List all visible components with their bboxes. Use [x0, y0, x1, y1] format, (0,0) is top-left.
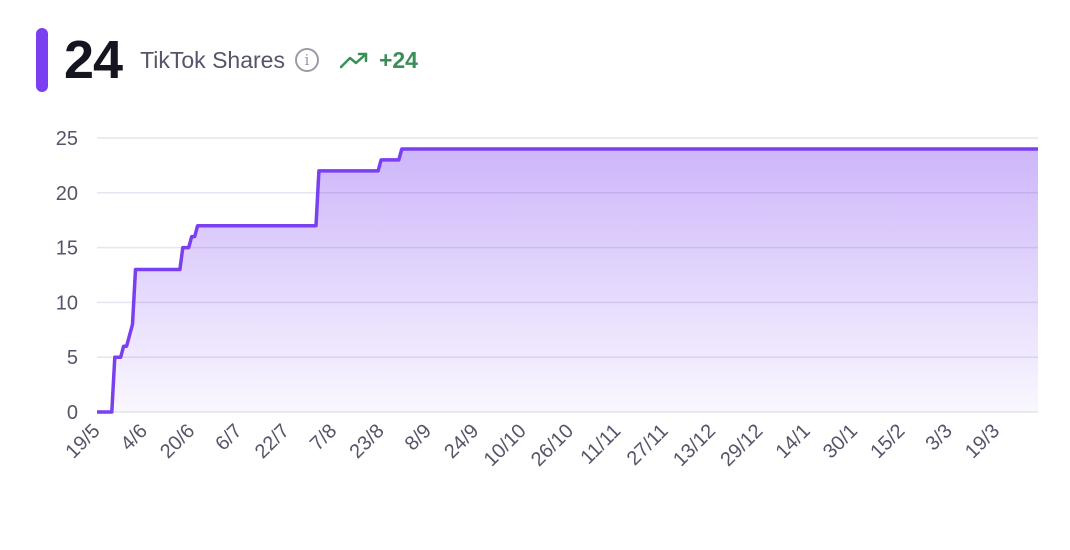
series-area [97, 149, 1038, 412]
metric-value: 24 [64, 30, 123, 90]
x-tick-label: 3/3 [922, 420, 957, 455]
x-tick-label: 11/11 [576, 420, 625, 469]
info-icon[interactable]: i [294, 48, 319, 72]
x-tick-label: 6/7 [211, 420, 246, 455]
y-tick-label: 5 [67, 347, 78, 369]
x-tick-label: 4/6 [117, 420, 152, 455]
trend-change: +24 [339, 47, 418, 74]
y-axis: 0 5 10 15 20 25 [56, 128, 78, 424]
x-tick-label: 14/1 [772, 420, 815, 463]
x-tick-label: 20/6 [156, 420, 199, 463]
trend-value: +24 [378, 46, 418, 73]
x-tick-label: 23/8 [346, 420, 389, 463]
trend-up-icon [339, 52, 368, 69]
x-tick-label: 22/7 [251, 420, 294, 463]
x-axis: 19/5 4/6 20/6 6/7 22/7 7/8 23/8 8/9 24/910/1026/… [61, 420, 1004, 471]
y-tick-label: 0 [67, 402, 78, 424]
x-tick-label: 13/12 [669, 420, 720, 471]
series-line [97, 147, 1038, 414]
metric-label: TikTok Shares [140, 46, 285, 73]
x-tick-label: 26/10 [527, 420, 578, 471]
x-tick-label: 24/9 [440, 420, 483, 463]
x-tick-label: 10/10 [480, 420, 531, 471]
y-tick-label: 20 [56, 183, 78, 205]
x-tick-label: 29/12 [716, 420, 767, 471]
x-tick-label: 19/3 [961, 420, 1004, 463]
y-tick-label: 10 [56, 292, 78, 314]
x-tick-label: 7/8 [306, 420, 341, 455]
y-tick-label: 15 [56, 238, 78, 260]
metric-header: 24 TikTok Shares i +24 [36, 28, 418, 92]
y-tick-label: 25 [56, 128, 78, 150]
x-tick-label: 30/1 [819, 420, 862, 463]
x-tick-label: 15/2 [866, 420, 909, 463]
x-tick-label: 8/9 [401, 420, 436, 455]
x-tick-label: 27/11 [623, 420, 673, 470]
x-tick-label: 19/5 [61, 420, 104, 463]
accent-bar [36, 28, 48, 92]
